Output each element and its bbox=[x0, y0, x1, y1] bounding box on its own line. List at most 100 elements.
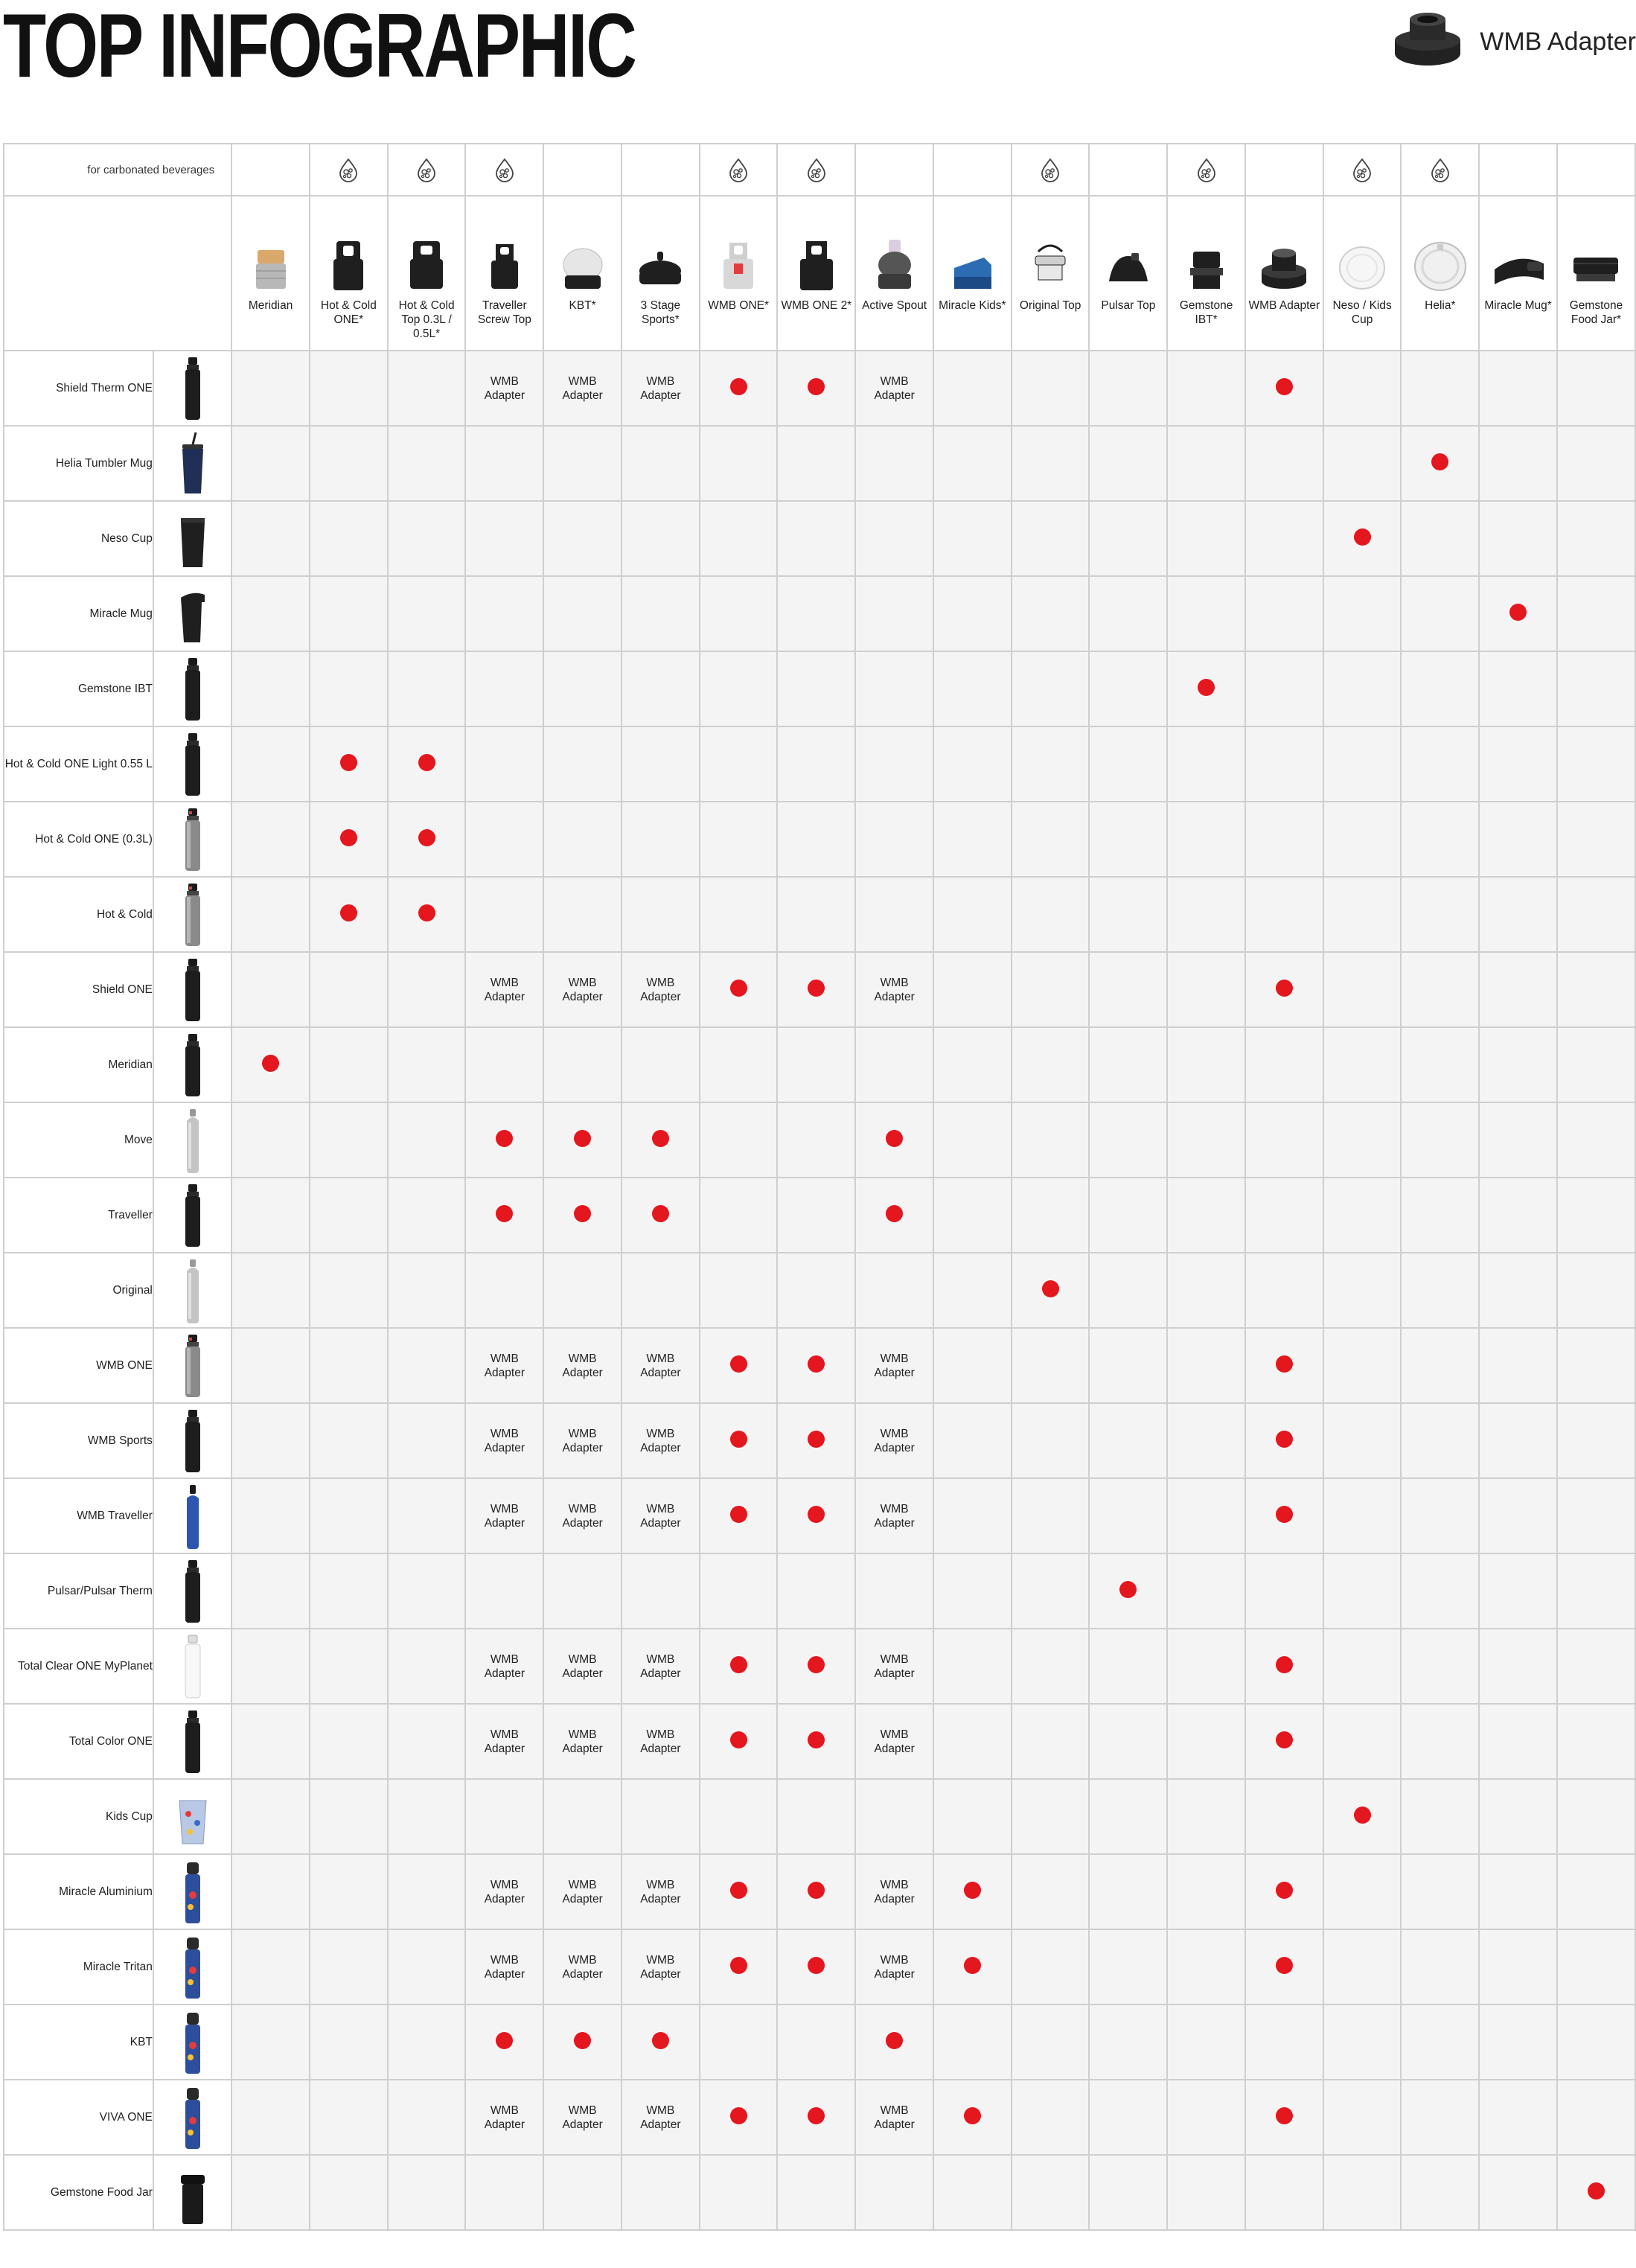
compatible-dot bbox=[262, 1054, 280, 1072]
table-row: KBT bbox=[3, 2004, 1636, 2080]
compat-cell bbox=[854, 1778, 934, 1855]
compat-cell bbox=[1400, 1853, 1480, 1930]
compatible-dot bbox=[1275, 1430, 1293, 1448]
grey-bottle-icon bbox=[152, 1327, 233, 1404]
table-row: Miracle Mug bbox=[3, 575, 1636, 652]
carbonated-drop-icon bbox=[310, 157, 387, 182]
table-row: WMB ONE WMB Adapter WMB Adapter WMB Adapter… bbox=[3, 1327, 1636, 1404]
compatible-dot bbox=[1431, 453, 1449, 470]
silver-bottle-icon bbox=[152, 1252, 233, 1329]
compat-cell bbox=[620, 500, 700, 577]
compat-cell bbox=[1010, 726, 1090, 802]
compat-cell bbox=[698, 1402, 779, 1479]
wmb-adapter-note: WMB Adapter bbox=[874, 1427, 915, 1454]
compat-cell: WMB Adapter bbox=[854, 1478, 934, 1554]
dark-bottle-icon bbox=[152, 1402, 233, 1479]
compat-cell bbox=[1244, 1177, 1324, 1253]
wmb-adapter-note: WMB Adapter bbox=[484, 1728, 525, 1755]
compat-cell bbox=[231, 951, 310, 1028]
compat-cell bbox=[1088, 1102, 1169, 1178]
compat-cell: WMB Adapter bbox=[543, 1327, 622, 1404]
compatible-dot bbox=[1275, 377, 1293, 395]
compat-cell bbox=[698, 425, 779, 502]
compat-cell bbox=[1478, 876, 1558, 953]
top-header-cell: Helia* bbox=[1400, 195, 1480, 351]
compat-cell bbox=[1010, 575, 1090, 652]
compatible-dot bbox=[418, 904, 435, 921]
compat-cell bbox=[386, 350, 467, 427]
table-row: Move bbox=[3, 1102, 1636, 1178]
compat-cell bbox=[1088, 951, 1169, 1028]
compatible-dot bbox=[1275, 1956, 1293, 1974]
top-header-cell: 3 Stage Sports* bbox=[620, 195, 700, 351]
top-header-cell: Original Top bbox=[1010, 195, 1090, 351]
wmb-adapter-note: WMB Adapter bbox=[484, 1652, 525, 1680]
compat-cell bbox=[231, 726, 310, 802]
compat-cell bbox=[1166, 2004, 1246, 2080]
compat-cell: WMB Adapter bbox=[620, 2079, 700, 2156]
compat-cell bbox=[1244, 1703, 1324, 1780]
compat-cell bbox=[1166, 425, 1246, 502]
wmb-adapter-note: WMB Adapter bbox=[874, 1878, 915, 1906]
compat-cell bbox=[1322, 1929, 1402, 2005]
compat-cell: WMB Adapter bbox=[464, 350, 545, 427]
compat-cell bbox=[231, 1402, 310, 1479]
compatible-dot bbox=[496, 2031, 514, 2049]
compat-cell bbox=[932, 500, 1012, 577]
compat-cell bbox=[231, 500, 310, 577]
compat-cell bbox=[308, 1628, 389, 1705]
compat-cell bbox=[1400, 2154, 1480, 2231]
wmb-adapter-note: WMB Adapter bbox=[562, 1728, 603, 1755]
compat-cell bbox=[1322, 2079, 1402, 2156]
compat-cell bbox=[698, 1026, 779, 1103]
top-name: Pulsar Top bbox=[1101, 299, 1156, 312]
compat-cell bbox=[1478, 1177, 1558, 1253]
row-label: VIVA ONE bbox=[3, 2079, 154, 2156]
compat-cell bbox=[1010, 1628, 1090, 1705]
compat-cell bbox=[1478, 425, 1558, 502]
compat-cell bbox=[932, 1026, 1012, 1103]
compat-cell bbox=[1244, 1102, 1324, 1178]
compat-cell bbox=[386, 1252, 467, 1329]
top-header-cell: Neso / Kids Cup bbox=[1322, 195, 1402, 351]
compat-cell bbox=[1322, 1853, 1402, 1930]
compat-cell bbox=[231, 1177, 310, 1253]
compat-cell bbox=[932, 2004, 1012, 2080]
compat-cell bbox=[854, 726, 934, 802]
top-name: Gemstone IBT* bbox=[1179, 299, 1233, 326]
compat-cell bbox=[620, 651, 700, 727]
compatible-dot bbox=[1353, 1806, 1371, 1824]
compatible-dot bbox=[729, 1355, 747, 1373]
carbonated-cell bbox=[231, 143, 310, 197]
compat-cell bbox=[1166, 1252, 1246, 1329]
compat-cell: WMB Adapter bbox=[854, 350, 934, 427]
compat-cell bbox=[698, 1703, 779, 1780]
compat-cell bbox=[464, 1026, 545, 1103]
top-header-cell: KBT* bbox=[543, 195, 622, 351]
compat-cell bbox=[543, 801, 622, 878]
compat-cell bbox=[1322, 726, 1402, 802]
compat-cell bbox=[932, 951, 1012, 1028]
table-row: Pulsar/Pulsar Therm bbox=[3, 1553, 1636, 1629]
compat-cell bbox=[1322, 1628, 1402, 1705]
compat-cell bbox=[1088, 1327, 1169, 1404]
dark-bottle-icon bbox=[152, 951, 233, 1028]
legend-label: WMB Adapter bbox=[1480, 27, 1636, 56]
compat-cell bbox=[543, 1553, 622, 1629]
compat-cell bbox=[776, 1478, 857, 1554]
compat-cell bbox=[854, 801, 934, 878]
table-row: Meridian bbox=[3, 1026, 1636, 1103]
compat-cell bbox=[1400, 801, 1480, 878]
compat-cell bbox=[1244, 1252, 1324, 1329]
compat-cell bbox=[698, 575, 779, 652]
compat-cell bbox=[776, 1703, 857, 1780]
top-header-cell: Miracle Mug* bbox=[1478, 195, 1558, 351]
compat-cell bbox=[1088, 1478, 1169, 1554]
compat-cell bbox=[1322, 1252, 1402, 1329]
compatible-dot bbox=[496, 1129, 514, 1147]
compat-cell bbox=[1010, 500, 1090, 577]
page-title: TOP INFOGRAPHIC bbox=[3, 0, 637, 96]
row-label: WMB Sports bbox=[3, 1402, 154, 1479]
compat-cell bbox=[1322, 350, 1402, 427]
kids-bottle-icon bbox=[152, 2004, 233, 2080]
